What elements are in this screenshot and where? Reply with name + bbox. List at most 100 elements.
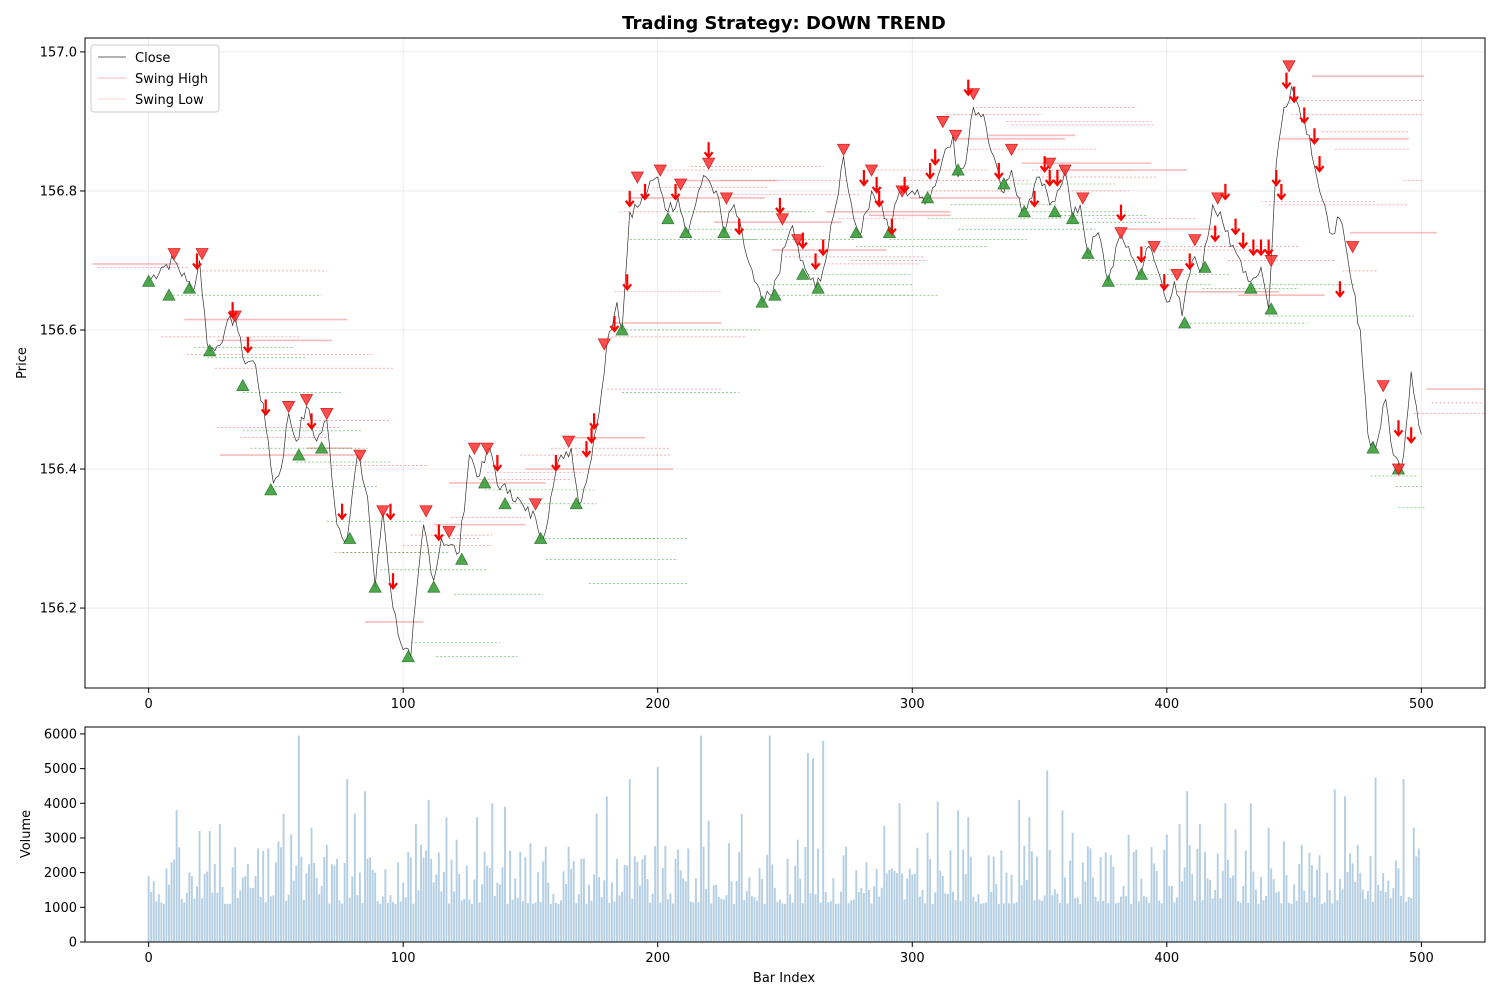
volume-bar bbox=[224, 903, 226, 942]
sell-arrow-head bbox=[551, 464, 561, 472]
sell-arrow-head bbox=[797, 241, 808, 250]
volume-bar bbox=[440, 891, 443, 942]
volume-bar bbox=[203, 873, 206, 942]
sell-signal-marker bbox=[864, 164, 879, 177]
sell-arrow-marker bbox=[670, 183, 681, 201]
volume-bar bbox=[687, 848, 690, 942]
volume-bar bbox=[1344, 796, 1346, 942]
sell-arrow-head bbox=[993, 172, 1004, 180]
volume-bar bbox=[193, 898, 196, 942]
volume-bar bbox=[692, 902, 695, 942]
volume-bar bbox=[267, 848, 270, 942]
buy-signal-marker bbox=[533, 531, 548, 544]
volume-bar bbox=[710, 903, 713, 942]
volume-bar bbox=[509, 850, 512, 942]
sell-arrow-marker bbox=[1044, 169, 1055, 187]
volume-bar bbox=[208, 831, 211, 942]
volume-bar bbox=[888, 869, 891, 942]
buy-signal-marker bbox=[796, 267, 810, 280]
buy-signal-marker bbox=[292, 448, 306, 461]
volume-bar bbox=[537, 872, 540, 942]
volume-bar bbox=[417, 890, 420, 942]
sell-arrow-marker bbox=[859, 169, 869, 187]
sell-arrow-head bbox=[734, 227, 745, 236]
volume-bar bbox=[1318, 855, 1321, 942]
price-x-tick-label: 200 bbox=[645, 697, 670, 712]
volume-bar bbox=[776, 901, 779, 942]
volume-bar bbox=[689, 901, 692, 942]
sell-arrow-marker bbox=[609, 315, 620, 333]
sell-arrow-marker bbox=[963, 79, 974, 97]
volume-bar bbox=[147, 876, 150, 942]
sell-signal-marker bbox=[719, 192, 734, 205]
volume-bar bbox=[1043, 895, 1046, 942]
volume-bars bbox=[147, 735, 1420, 942]
volume-y-ticks: 0 1000 2000 3000 4000 5000 6000 bbox=[44, 727, 85, 951]
sell-arrow-head bbox=[1039, 165, 1050, 173]
volume-bar bbox=[666, 899, 669, 942]
volume-bar bbox=[595, 813, 598, 942]
volume-bar bbox=[1216, 853, 1219, 942]
volume-bar bbox=[756, 900, 758, 942]
volume-bar bbox=[924, 903, 926, 942]
volume-bar bbox=[814, 894, 817, 942]
sell-signal-marker bbox=[467, 442, 482, 455]
volume-bar bbox=[218, 824, 221, 942]
volume-bar bbox=[1354, 881, 1357, 942]
sell-arrow-markers bbox=[192, 72, 1417, 590]
sell-arrow-head bbox=[1335, 290, 1345, 298]
volume-bar bbox=[623, 864, 626, 942]
buy-signal-marker bbox=[811, 281, 825, 294]
volume-bar bbox=[621, 891, 624, 942]
volume-bar bbox=[1214, 890, 1217, 942]
volume-bar bbox=[1313, 897, 1316, 942]
volume-bar bbox=[1209, 879, 1212, 942]
volume-bar bbox=[679, 870, 682, 942]
volume-bar bbox=[1178, 824, 1181, 942]
sell-arrow-head bbox=[963, 88, 974, 97]
volume-bar bbox=[1038, 899, 1041, 942]
volume-bar bbox=[1272, 879, 1275, 942]
volume-bar bbox=[315, 877, 318, 942]
buy-signal-marker bbox=[162, 288, 176, 301]
sell-arrow-head bbox=[1309, 137, 1320, 146]
volume-bar bbox=[458, 873, 461, 942]
volume-bar bbox=[1165, 834, 1168, 942]
sell-arrow-head bbox=[581, 450, 592, 458]
sell-arrow-marker bbox=[1029, 190, 1040, 208]
volume-bar bbox=[246, 863, 249, 942]
sell-arrow-head bbox=[1256, 248, 1266, 257]
volume-bar bbox=[379, 903, 382, 942]
volume-bar bbox=[1086, 846, 1089, 942]
volume-bar bbox=[481, 884, 484, 942]
sell-signal-marker bbox=[1147, 241, 1161, 254]
sell-arrow-head bbox=[385, 512, 396, 521]
volume-bar bbox=[1351, 863, 1354, 942]
volume-bar bbox=[1046, 770, 1049, 942]
volume-bar bbox=[201, 898, 204, 942]
sell-signal-marker bbox=[419, 505, 433, 518]
volume-bar bbox=[488, 868, 491, 942]
volume-bar bbox=[369, 857, 372, 942]
sell-arrow-head bbox=[670, 193, 681, 201]
volume-bar bbox=[868, 889, 870, 942]
volume-bar bbox=[860, 887, 863, 942]
volume-bar bbox=[1064, 877, 1066, 942]
sell-signal-marker bbox=[597, 338, 611, 351]
sell-arrow-marker bbox=[388, 573, 398, 590]
volume-y-tick-label: 1000 bbox=[44, 901, 77, 916]
sell-arrow-marker bbox=[1335, 281, 1345, 298]
volume-bar bbox=[290, 834, 293, 942]
volume-bar bbox=[1359, 872, 1362, 942]
volume-bar bbox=[1109, 855, 1112, 942]
volume-bar bbox=[908, 868, 911, 942]
volume-bar bbox=[196, 886, 198, 942]
volume-bar bbox=[1239, 902, 1242, 942]
volume-bar bbox=[605, 796, 608, 942]
buy-signal-marker bbox=[661, 211, 675, 225]
buy-markers bbox=[141, 163, 1406, 663]
sell-signal-marker bbox=[480, 442, 494, 455]
volume-bar bbox=[162, 903, 165, 942]
volume-bar bbox=[575, 903, 578, 942]
